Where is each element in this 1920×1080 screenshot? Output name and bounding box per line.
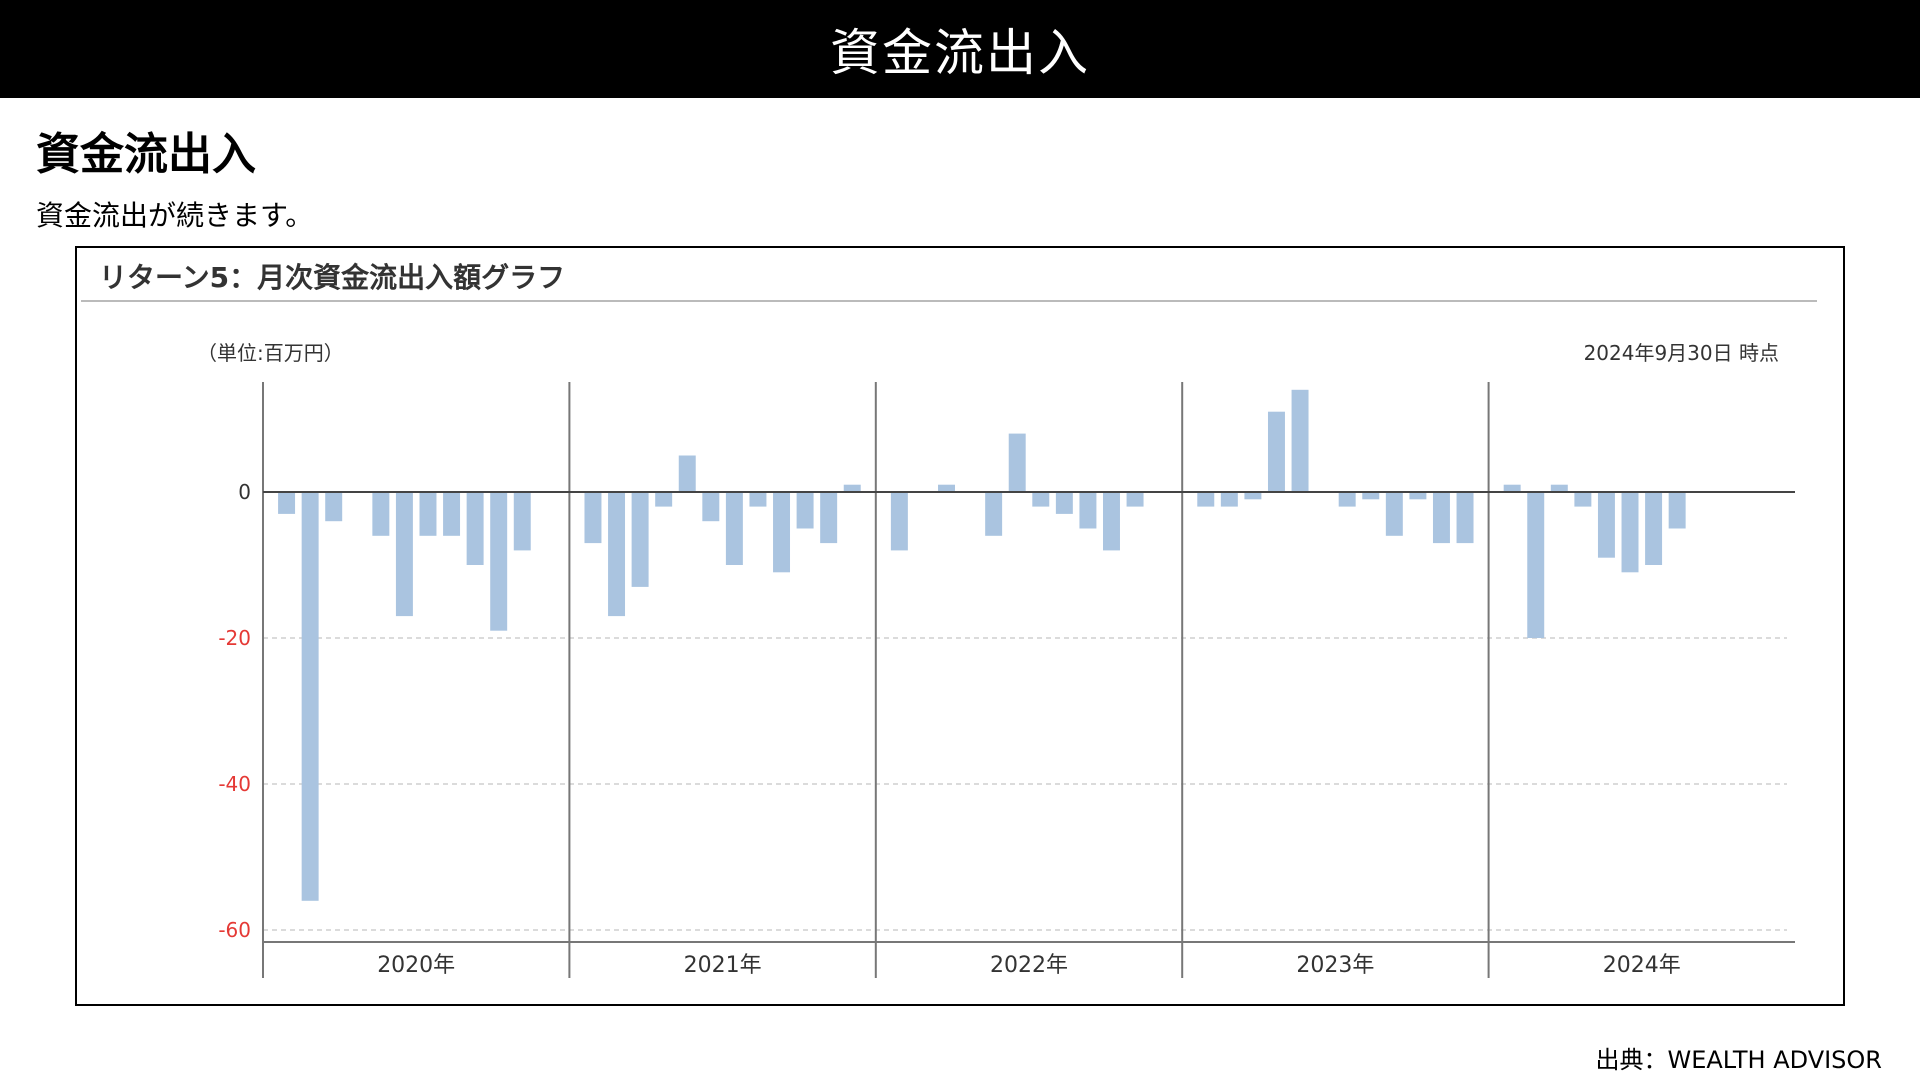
- bar: [985, 492, 1003, 536]
- bar: [1574, 492, 1592, 507]
- y-tick-label: 0: [238, 480, 251, 504]
- bar: [796, 492, 814, 529]
- bar: [820, 492, 838, 544]
- bar: [1079, 492, 1097, 529]
- bar: [513, 492, 531, 551]
- header-bar: 資金流出入: [0, 0, 1920, 98]
- bar: [725, 492, 743, 565]
- bar: [1338, 492, 1356, 507]
- bar: [1527, 492, 1545, 638]
- chart-title-divider: [81, 300, 1817, 302]
- bar: [1621, 492, 1639, 573]
- x-tick-label: 2024年: [1603, 953, 1681, 978]
- bar: [655, 492, 673, 507]
- bar: [301, 492, 319, 901]
- bar: [749, 492, 767, 507]
- bar: [773, 492, 791, 573]
- as-of-date: 2024年9月30日 時点: [1584, 341, 1779, 365]
- y-tick-label: -40: [218, 772, 251, 796]
- source-note: 出典：WEALTH ADVISOR: [1595, 1046, 1883, 1074]
- bar: [1008, 433, 1026, 492]
- bar: [443, 492, 461, 536]
- header-title: 資金流出入: [830, 24, 1090, 82]
- y-tick-label: -60: [218, 918, 251, 942]
- bar: [1103, 492, 1120, 551]
- bar: [1032, 492, 1050, 507]
- section-description: 資金流出が続きます。: [36, 199, 314, 232]
- bar: [419, 492, 437, 536]
- bar: [702, 492, 720, 522]
- bar: [1197, 492, 1215, 507]
- bar: [843, 484, 861, 492]
- bar: [395, 492, 413, 617]
- bar: [1597, 492, 1615, 558]
- y-tick-label: -20: [218, 626, 251, 650]
- bar: [631, 492, 649, 587]
- x-tick-label: 2022年: [990, 953, 1068, 978]
- bar: [278, 492, 296, 514]
- bar: [325, 492, 343, 522]
- x-tick-label: 2020年: [377, 953, 455, 978]
- unit-label: （単位:百万円）: [197, 341, 344, 365]
- bar: [1409, 492, 1427, 500]
- bar: [1267, 411, 1285, 492]
- fund-flow-bar-chart: （単位:百万円） 2024年9月30日 時点 0 -20 -40 -60 2020年 20…: [197, 341, 1795, 978]
- bar: [584, 492, 602, 544]
- bar: [608, 492, 626, 617]
- bar: [1456, 492, 1474, 544]
- x-tick-label: 2023年: [1296, 953, 1374, 978]
- bar: [1385, 492, 1403, 536]
- bar: [372, 492, 390, 536]
- bar: [1668, 492, 1686, 529]
- bar: [1432, 492, 1450, 544]
- bar: [1550, 484, 1568, 492]
- chart-card: リターン5：月次資金流出入額グラフ （単位:百万円） 2024年9月30日 時点…: [75, 246, 1845, 1006]
- bar: [890, 492, 908, 551]
- bar: [1291, 389, 1309, 492]
- bar: [1645, 492, 1663, 565]
- bar: [1503, 484, 1521, 492]
- bar: [490, 492, 508, 631]
- x-tick-label: 2021年: [684, 953, 762, 978]
- section-heading: 資金流出入: [36, 129, 256, 180]
- bar: [1220, 492, 1238, 507]
- bar: [466, 492, 484, 565]
- chart-title: リターン5：月次資金流出入額グラフ: [99, 261, 566, 294]
- bar: [1244, 492, 1262, 500]
- bar: [1126, 492, 1144, 507]
- bar: [1055, 492, 1073, 514]
- bar: [678, 455, 696, 492]
- bar: [938, 484, 955, 492]
- bar: [1362, 492, 1380, 500]
